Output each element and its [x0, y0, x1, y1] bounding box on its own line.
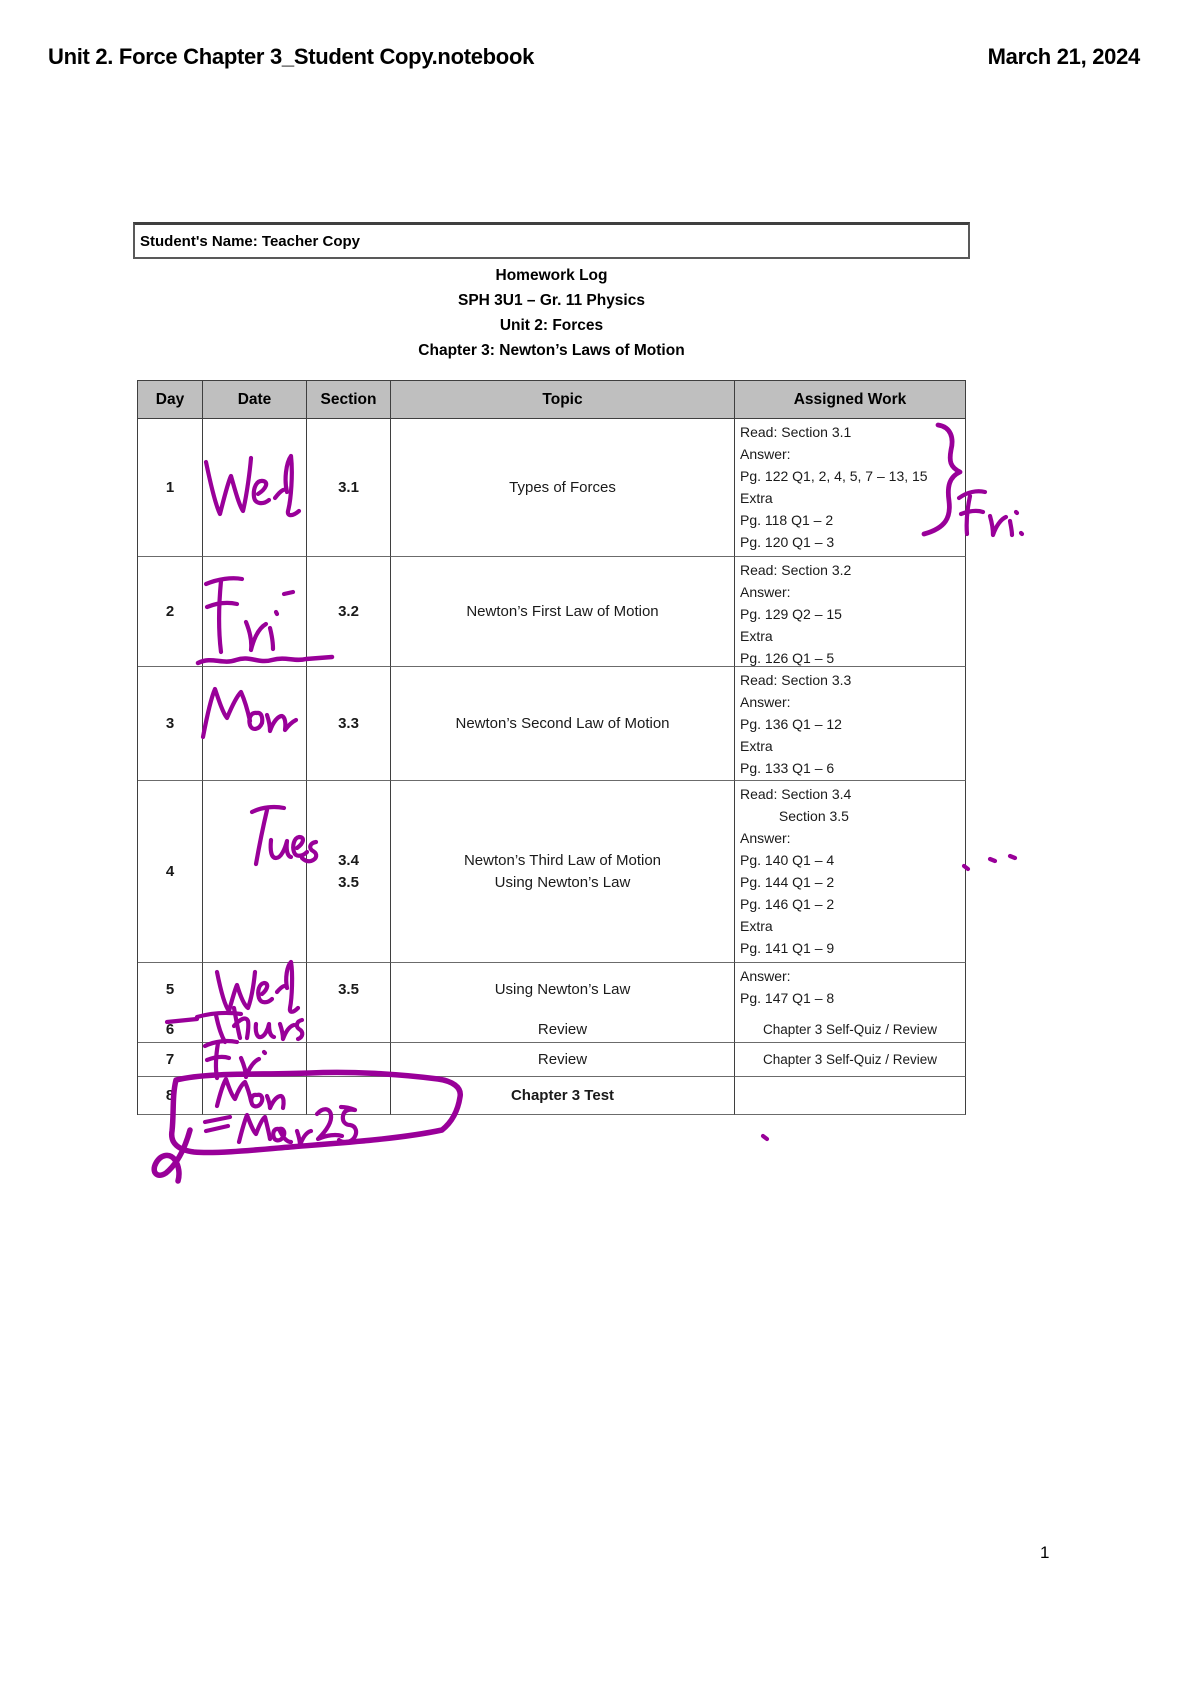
- assigned-work-line: Pg. 120 Q1 – 3: [740, 534, 835, 550]
- cell-day: 1: [138, 419, 203, 557]
- assigned-work-line: Pg. 133 Q1 – 6: [740, 760, 835, 776]
- assigned-work-line: Answer:: [740, 968, 791, 984]
- page-number: 1: [1040, 1543, 1050, 1562]
- cell-assigned-work: Answer: Pg. 147 Q1 – 8: [735, 963, 966, 1017]
- cell-topic: Using Newton’s Law: [391, 963, 735, 1017]
- page-header: Unit 2. Force Chapter 3_Student Copy.not…: [48, 44, 1140, 70]
- table-row-day-5: 5 3.5 Using Newton’s Law Answer: Pg. 147 Q1 …: [138, 963, 966, 1017]
- cell-topic: Newton’s Second Law of Motion: [391, 667, 735, 781]
- title-course: SPH 3U1 – Gr. 11 Physics: [458, 292, 645, 309]
- ink-dots-row-4: [961, 853, 1018, 872]
- assigned-work-line: Answer:: [740, 830, 791, 846]
- col-header-date: Date: [203, 381, 307, 419]
- cell-topic: Types of Forces: [391, 419, 735, 557]
- file-name: Unit 2. Force Chapter 3_Student Copy.not…: [48, 44, 535, 69]
- cell-section: 3.5: [307, 963, 391, 1017]
- cell-date-handwritten-area: [203, 667, 307, 781]
- cell-date-handwritten-area: [203, 781, 307, 963]
- student-name-label: Student's Name: Teacher Copy: [140, 232, 361, 250]
- assigned-work-line: Pg. 126 Q1 – 5: [740, 650, 835, 666]
- cell-assigned-work: Chapter 3 Self-Quiz / Review: [735, 1043, 966, 1077]
- cell-date-handwritten-area: [203, 963, 307, 1017]
- cell-topic: Review: [391, 1043, 735, 1077]
- cell-assigned-work: Chapter 3 Self-Quiz / Review: [735, 1017, 966, 1043]
- title-unit: Unit 2: Forces: [499, 317, 604, 334]
- cell-date-handwritten-area: [203, 1017, 307, 1043]
- cell-section: 3.3: [307, 667, 391, 781]
- assigned-work-line: Answer:: [740, 584, 791, 600]
- assigned-work-line: Extra: [740, 918, 773, 934]
- col-header-assigned: Assigned Work: [735, 381, 966, 419]
- assigned-work-line: Read: Section 3.4: [740, 786, 852, 802]
- cell-day: 7: [138, 1043, 203, 1077]
- assigned-work-line: Pg. 144 Q1 – 2: [740, 874, 835, 890]
- cell-topic: Chapter 3 Test: [391, 1077, 735, 1115]
- assigned-work-line: Extra: [740, 628, 773, 644]
- cell-section: [307, 1017, 391, 1043]
- cell-date-handwritten-area: [203, 557, 307, 667]
- col-header-day: Day: [138, 381, 203, 419]
- table-row-day-6: 6 Review Chapter 3 Self-Quiz / Review: [138, 1017, 966, 1043]
- assigned-work-line: Read: Section 3.3: [740, 672, 852, 688]
- assigned-work-line: Pg. 122 Q1, 2, 4, 5, 7 – 13, 15: [740, 468, 928, 484]
- assigned-work-line: Section 3.5: [740, 808, 849, 824]
- cell-day: 2: [138, 557, 203, 667]
- col-header-section: Section: [307, 381, 391, 419]
- title-homework-log: Homework Log: [495, 267, 608, 284]
- cell-day: 5: [138, 963, 203, 1017]
- cell-day: 4: [138, 781, 203, 963]
- assigned-work-line: Read: Section 3.2: [740, 562, 852, 578]
- assigned-work-line: Chapter 3 Self-Quiz / Review: [762, 1051, 938, 1067]
- cell-assigned-work: Read: Section 3.3 Answer: Pg. 136 Q1 – 12 E…: [735, 667, 966, 781]
- cell-assigned-work: Read: Section 3.1 Answer: Pg. 122 Q1, 2, 4…: [735, 419, 966, 557]
- assigned-work-line: Answer:: [740, 694, 791, 710]
- table-row-day-3: 3 3.3 Newton’s Second Law of Motion Read: S…: [138, 667, 966, 781]
- assigned-work-line: Extra: [740, 490, 773, 506]
- assigned-work-line: Pg. 118 Q1 – 2: [740, 512, 834, 528]
- table-header-row: Day Date Section Topic Assigned Work: [138, 381, 966, 419]
- assigned-work-line: Pg. 146 Q1 – 2: [740, 896, 835, 912]
- assigned-work-line: Extra: [740, 738, 773, 754]
- cell-section: [307, 1077, 391, 1115]
- table-row-day-7: 7 Review Chapter 3 Self-Quiz / Review: [138, 1043, 966, 1077]
- cell-day: 6: [138, 1017, 203, 1043]
- assigned-work-line: Answer:: [740, 446, 791, 462]
- cell-date-handwritten-area: [203, 419, 307, 557]
- cell-assigned-work: Read: Section 3.2 Answer: Pg. 129 Q2 – 15 E…: [735, 557, 966, 667]
- cell-day: 3: [138, 667, 203, 781]
- cell-topic: Review: [391, 1017, 735, 1043]
- cell-section: 3.1: [307, 419, 391, 557]
- assigned-work-line: Chapter 3 Self-Quiz / Review: [762, 1021, 938, 1037]
- table-row-day-8: 8 Chapter 3 Test: [138, 1077, 966, 1115]
- cell-section: [307, 1043, 391, 1077]
- cell-date-handwritten-area: [203, 1077, 307, 1115]
- cell-day: 8: [138, 1077, 203, 1115]
- cell-topic: Newton’s First Law of Motion: [391, 557, 735, 667]
- assigned-work-line: Pg. 147 Q1 – 8: [740, 990, 835, 1006]
- title-block: Homework Log SPH 3U1 – Gr. 11 Physics Un…: [133, 263, 970, 363]
- cell-assigned-work: [735, 1077, 966, 1115]
- col-header-topic: Topic: [391, 381, 735, 419]
- assigned-work-line: Read: Section 3.1: [740, 424, 852, 440]
- assigned-work-line: Pg. 141 Q1 – 9: [740, 940, 835, 956]
- ink-note-row-1-fri: [956, 489, 1025, 538]
- table-row-day-2: 2 3.2 Newton’s First Law of Motion Read: Se…: [138, 557, 966, 667]
- cell-date-handwritten-area: [203, 1043, 307, 1077]
- assigned-work-line: Pg. 129 Q2 – 15: [740, 606, 842, 622]
- assigned-work-line: Pg. 136 Q1 – 12: [740, 716, 842, 732]
- table-row-day-4: 4 3.4 3.5 Newton’s Third Law of Motion Usi…: [138, 781, 966, 963]
- cell-topic: Newton’s Third Law of Motion Using Newto…: [391, 781, 735, 963]
- homework-log-table: Day Date Section Topic Assigned Work 1 3.…: [137, 380, 966, 1115]
- assigned-work-line: Pg. 140 Q1 – 4: [740, 852, 835, 868]
- cell-assigned-work: Read: Section 3.4 Section 3.5 Answer: Pg. …: [735, 781, 966, 963]
- cell-section: 3.4 3.5: [307, 781, 391, 963]
- cell-section: 3.2: [307, 557, 391, 667]
- table-body: 1 3.1 Types of Forces Read: Section 3.1 Answ…: [138, 419, 966, 1115]
- student-name-box: Student's Name: Teacher Copy: [133, 222, 970, 259]
- table-row-day-1: 1 3.1 Types of Forces Read: Section 3.1 Answ…: [138, 419, 966, 557]
- header-date: March 21, 2024: [987, 44, 1141, 69]
- ink-dot-below-table: [760, 1133, 770, 1142]
- title-chapter: Chapter 3: Newton’s Laws of Motion: [418, 342, 685, 359]
